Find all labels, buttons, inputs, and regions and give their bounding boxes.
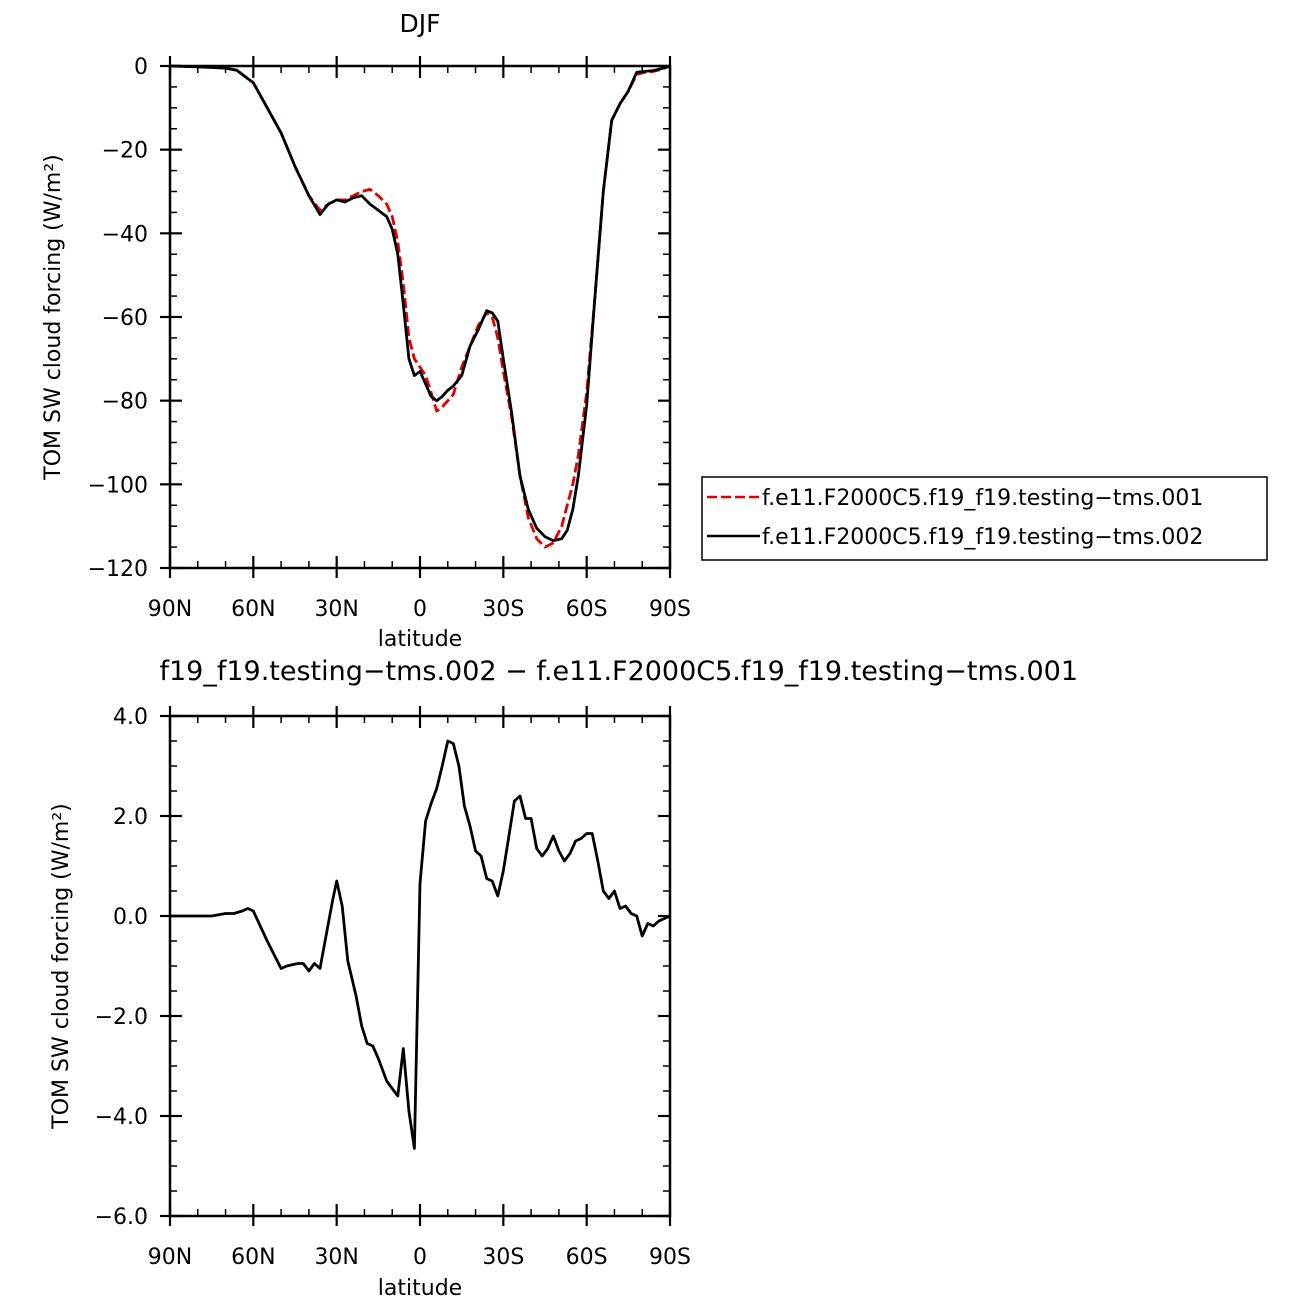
- x-tick-label: 60S: [566, 597, 608, 622]
- x-axis-label: latitude: [378, 627, 462, 652]
- x-tick-label: 60N: [231, 597, 275, 622]
- y-tick-label: 0.0: [113, 905, 148, 930]
- difference-line-chart: f19_f19.testing−tms.002 − f.e11.F2000C5.…: [49, 656, 1078, 1301]
- x-tick-label: 0: [413, 1245, 427, 1270]
- x-tick-label: 30S: [482, 597, 524, 622]
- y-tick-label: −100: [88, 473, 148, 498]
- y-tick-label: 0: [134, 55, 148, 80]
- y-tick-label: −60: [102, 306, 148, 331]
- legend-entry-series-2: f.e11.F2000C5.f19_f19.testing−tms.002: [762, 525, 1203, 550]
- chart-title: f19_f19.testing−tms.002 − f.e11.F2000C5.…: [159, 656, 1078, 687]
- x-tick-label: 30S: [482, 1245, 524, 1270]
- y-tick-label: −4.0: [95, 1105, 148, 1130]
- djf-line-chart: DJF 90N 60N 30N 0 30S 60S 90S 0 −20 −40 −60 −80 −100…: [41, 9, 1268, 652]
- series-line-1: [170, 739, 671, 1150]
- axis-ticks: 90N 60N 30N 0 30S 60S 90S 4.0 2.0 0.0 −2.0 −4.0 −6.0: [95, 705, 691, 1270]
- legend: f.e11.F2000C5.f19_f19.testing−tms.001 f.…: [701, 476, 1268, 561]
- legend-entry-series-1: f.e11.F2000C5.f19_f19.testing−tms.001: [762, 486, 1203, 511]
- legend-box: [701, 476, 1268, 561]
- x-tick-label: 60N: [231, 1245, 275, 1270]
- series-lines: [169, 64, 671, 549]
- series-lines: [170, 739, 671, 1150]
- plot-area-frame: [168, 714, 672, 1218]
- y-tick-label: −2.0: [95, 1005, 148, 1030]
- y-axis-label: TOM SW cloud forcing (W/m²): [49, 803, 74, 1129]
- y-tick-label: 4.0: [113, 705, 148, 730]
- y-tick-label: −120: [88, 557, 148, 582]
- x-tick-label: 90S: [649, 597, 691, 622]
- y-tick-label: −80: [102, 390, 148, 415]
- x-tick-label: 30N: [314, 597, 358, 622]
- x-tick-label: 90N: [148, 597, 192, 622]
- y-tick-label: 2.0: [113, 805, 148, 830]
- chart-title: DJF: [399, 9, 440, 38]
- series-line-2: [169, 64, 671, 543]
- y-tick-label: −20: [102, 139, 148, 164]
- y-tick-label: −40: [102, 222, 148, 247]
- y-axis-label: TOM SW cloud forcing (W/m²): [41, 154, 66, 480]
- y-tick-label: −6.0: [95, 1205, 148, 1230]
- x-tick-label: 90S: [649, 1245, 691, 1270]
- x-tick-label: 90N: [148, 1245, 192, 1270]
- plot-area-frame: [168, 64, 672, 570]
- x-tick-label: 60S: [566, 1245, 608, 1270]
- x-axis-label: latitude: [378, 1276, 462, 1301]
- x-tick-label: 0: [413, 597, 427, 622]
- x-tick-label: 30N: [314, 1245, 358, 1270]
- axis-ticks: 90N 60N 30N 0 30S 60S 90S 0 −20 −40 −60 −80 −100 −120: [88, 55, 691, 622]
